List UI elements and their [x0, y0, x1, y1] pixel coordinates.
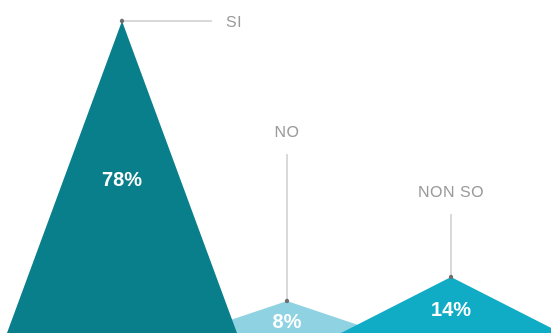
pyramid-shapes [7, 21, 551, 333]
apex-dot-si [119, 18, 125, 24]
category-label-si: SI [226, 14, 242, 31]
category-label-no: NO [275, 124, 300, 141]
pyramid-labels: 8% 14% 78% SI NO NON SO [102, 14, 484, 333]
pyramid-no [192, 301, 382, 333]
category-label-non-so: NON SO [418, 184, 484, 201]
pyramid-si [7, 21, 237, 333]
value-label-si: 78% [102, 169, 142, 191]
value-label-non-so: 14% [431, 299, 471, 321]
apex-dot-no [284, 298, 290, 304]
apex-dot-non-so [448, 274, 454, 280]
pyramid-non-so [341, 277, 551, 333]
value-label-no: 8% [273, 311, 302, 333]
